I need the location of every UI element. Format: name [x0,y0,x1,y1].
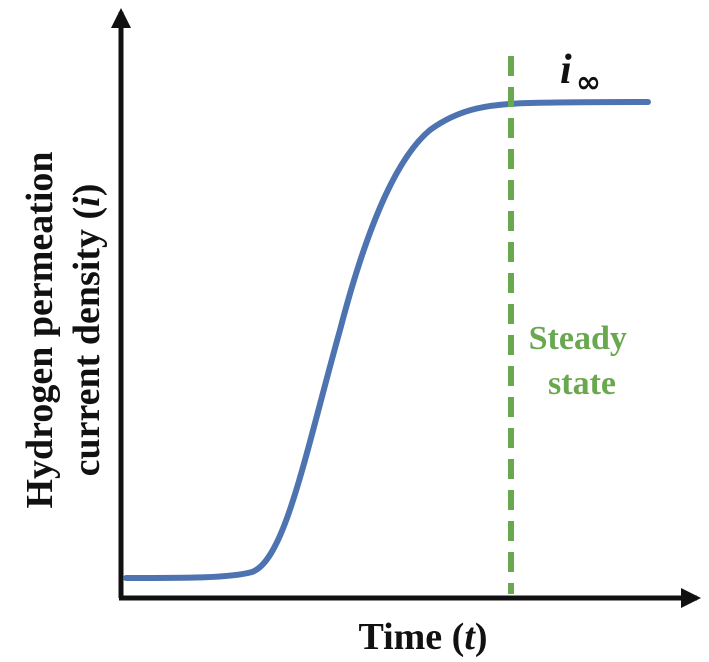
y-axis-title-line2-after: ) [66,184,108,197]
steady-state-label-line2: state [548,365,616,402]
y-axis-title: Hydrogen permeation current density (i) [19,151,108,508]
y-axis-title-line2-before: current density ( [66,207,108,477]
x-axis-title: Time (t) [358,616,487,658]
plateau-label-symbol: i [560,47,572,93]
y-axis-title-line1: Hydrogen permeation [19,151,61,508]
steady-state-label-line1: Steady [529,320,627,357]
plateau-label: i ∞ [560,47,601,100]
steady-state-label: Steady state [529,320,636,402]
y-axis-title-variable: i [66,196,108,207]
x-axis-title-variable: t [464,616,476,658]
x-axis-title-text-before: Time ( [358,616,464,658]
permeation-curve [123,99,651,581]
plateau-label-subscript: ∞ [576,65,601,100]
y-axis-title-line2: current density (i) [66,184,108,477]
x-axis-title-text-after: ) [475,616,488,658]
